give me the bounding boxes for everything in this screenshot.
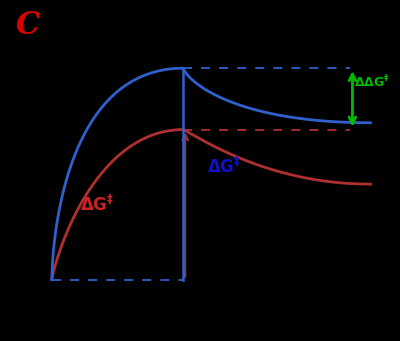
Text: C: C bbox=[16, 10, 40, 41]
Text: $\mathbf{\Delta G^{\ddagger}}$: $\mathbf{\Delta G^{\ddagger}}$ bbox=[207, 157, 241, 177]
Text: $\mathbf{\Delta G^{\ddagger}}$: $\mathbf{\Delta G^{\ddagger}}$ bbox=[80, 195, 114, 214]
Text: $\mathbf{\Delta\Delta G^{\ddagger}}$: $\mathbf{\Delta\Delta G^{\ddagger}}$ bbox=[354, 74, 390, 90]
